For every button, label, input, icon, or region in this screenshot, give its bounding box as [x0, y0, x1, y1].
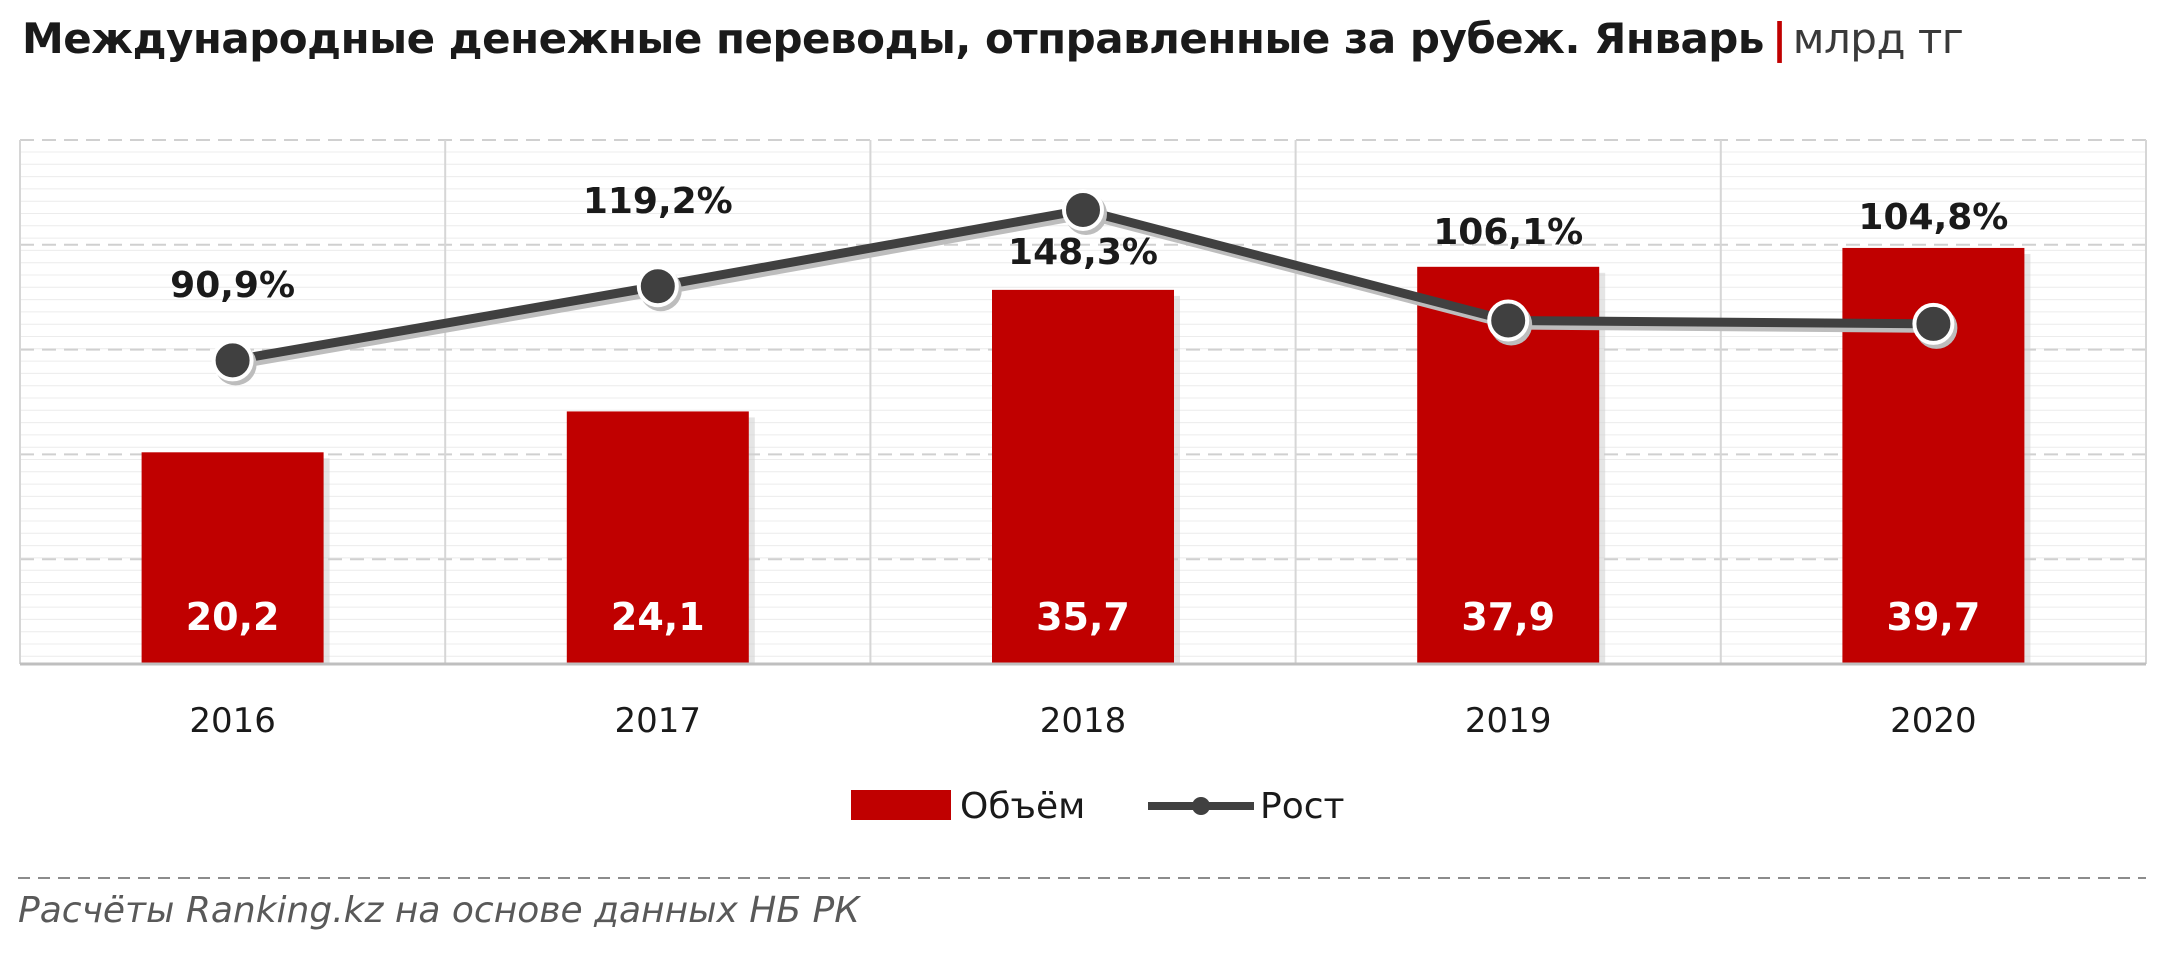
- bar-series: 20,2 24,1 35,7 37,9 39,7: [141, 247, 2031, 664]
- line-value-label: 119,2%: [583, 181, 733, 222]
- bar: [141, 452, 324, 664]
- legend-swatch-volume: [851, 790, 951, 820]
- x-tick-label: 2020: [1890, 701, 1977, 741]
- line-value-label: 148,3%: [1008, 232, 1158, 273]
- line-marker: [1912, 302, 1955, 345]
- x-tick-label: 2017: [615, 701, 702, 741]
- line-marker: [1062, 188, 1104, 231]
- legend: Объём Рост: [851, 786, 1345, 827]
- x-tick-label: 2018: [1040, 701, 1127, 741]
- line-marker: [1487, 299, 1530, 342]
- x-tick-label: 2019: [1465, 701, 1552, 741]
- legend-label-volume: Объём: [960, 786, 1085, 827]
- x-axis: 2016 2017 2018 2019 2020: [20, 662, 2146, 741]
- title-separator: |: [1771, 14, 1787, 63]
- bar-value-label: 20,2: [186, 595, 280, 639]
- line-value-label: 104,8%: [1858, 197, 2008, 238]
- source-note: Расчёты Ranking.kz на основе данных НБ Р…: [18, 890, 860, 931]
- chart-title: Международные денежные переводы, отправл…: [22, 14, 1964, 63]
- x-tick-label: 2016: [189, 701, 276, 741]
- bar: [992, 289, 1174, 664]
- bar-value-label: 24,1: [611, 595, 705, 639]
- line-value-label: 106,1%: [1433, 212, 1583, 253]
- legend-swatch-growth-marker: [1192, 797, 1210, 815]
- line-marker: [636, 265, 679, 308]
- line-marker: [211, 339, 254, 382]
- bar-value-label: 35,7: [1036, 595, 1130, 639]
- line-series: 90,9% 119,2% 148,3% 106,1% 104,8%: [170, 181, 2008, 386]
- bar-value-label: 37,9: [1461, 595, 1555, 639]
- legend-label-growth: Рост: [1260, 786, 1345, 827]
- line-value-label: 90,9%: [170, 265, 295, 306]
- chart-unit: млрд тг: [1792, 14, 1964, 63]
- bar-value-label: 39,7: [1887, 595, 1981, 639]
- bar: [566, 411, 749, 664]
- chart-title-text: Международные денежные переводы, отправл…: [22, 14, 1764, 63]
